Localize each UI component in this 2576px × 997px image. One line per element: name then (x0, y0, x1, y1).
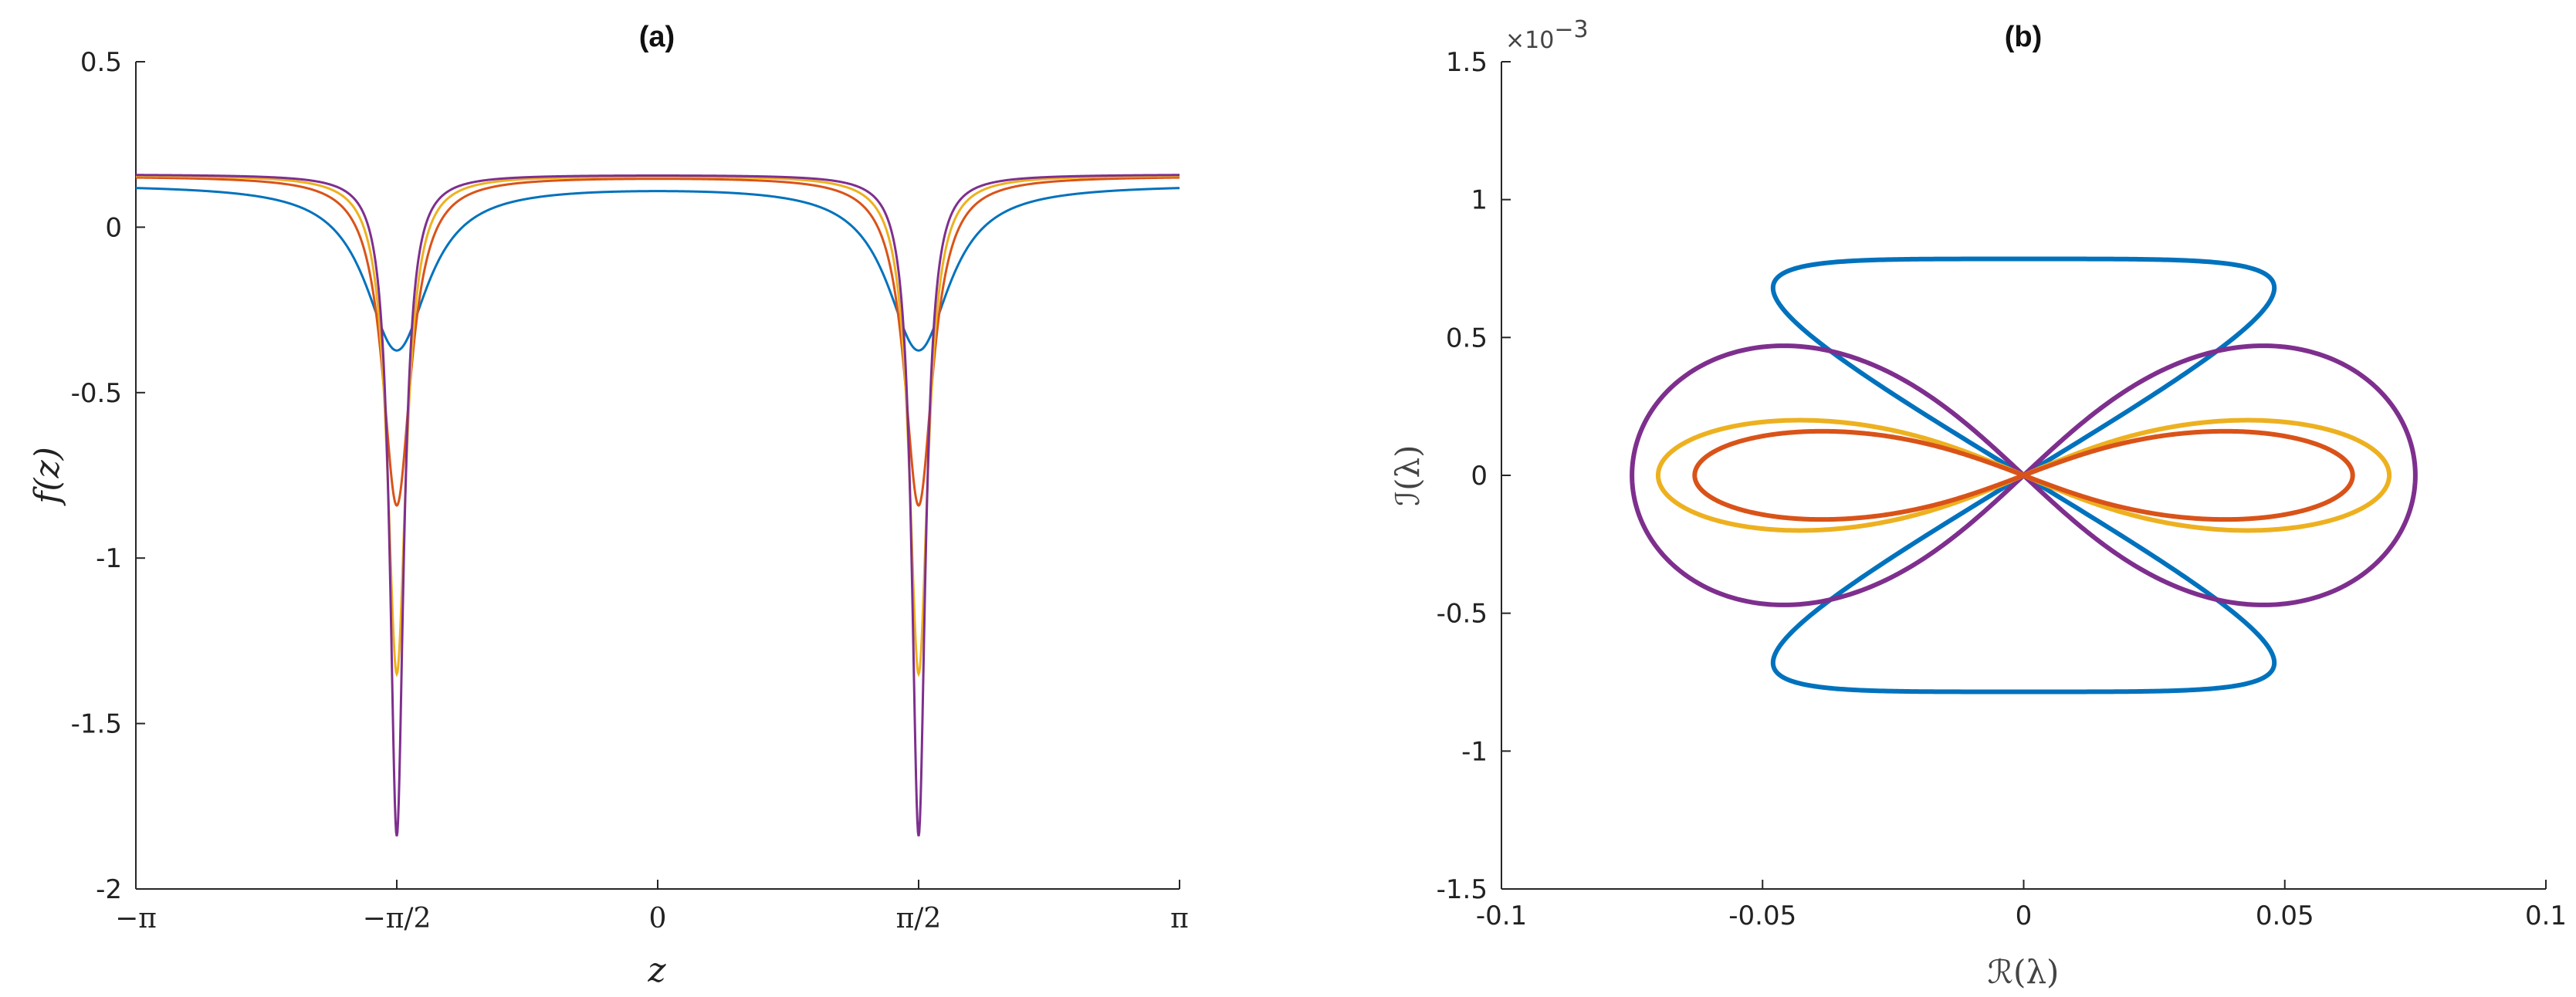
panel-b-y-tick-label: -1 (1461, 736, 1488, 767)
panel-a-x-tick-label: 0 (649, 903, 667, 934)
panel-a-line-series-2 (135, 176, 1180, 507)
panel-a: (a) −π −π/2 0 π/2 π 0.5 0 -0.5 -1 -1.5 -2 z f(z) (28, 21, 1189, 990)
panel-b-series (1630, 256, 2418, 695)
panel-a-y-tick-label: -1 (96, 543, 122, 574)
panel-a-title: (a) (639, 21, 675, 53)
panel-a-x-ticks: −π −π/2 0 π/2 π (115, 880, 1189, 934)
panel-a-y-tick-label: -1.5 (71, 709, 122, 740)
panel-a-x-tick-label: π (1170, 903, 1189, 934)
panel-a-y-tick-label: -2 (96, 874, 122, 905)
panel-b-y-exponent-power: −3 (1554, 16, 1588, 43)
panel-b-x-tick-label: 0.1 (2525, 901, 2567, 931)
panel-b-y-ticks: 1.5 1 0.5 0 -0.5 -1 -1.5 (1437, 47, 1511, 905)
panel-b-curve-figure-eight-purple (1630, 343, 2418, 607)
panel-b-x-tick-label: 0 (2016, 901, 2033, 931)
panel-a-line-series-4 (136, 174, 1180, 836)
panel-a-series (135, 174, 1180, 836)
panel-a-y-tick-label: 0.5 (80, 47, 122, 78)
panel-a-line-series-1 (135, 187, 1180, 352)
panel-b-y-exponent-base: ×10 (1505, 27, 1554, 54)
panel-a-line-series-3 (135, 174, 1180, 678)
panel-b-y-exponent: ×10−3 (1505, 16, 1589, 54)
panel-a-y-ticks: 0.5 0 -0.5 -1 -1.5 -2 (71, 47, 145, 905)
panel-a-y-label: f(z) (28, 447, 67, 506)
panel-b-x-tick-label: 0.05 (2256, 901, 2314, 931)
panel-a-y-tick-label: 0 (105, 212, 122, 243)
panel-b-x-ticks: -0.1 -0.05 0 0.05 0.1 (1476, 880, 2567, 931)
panel-b-x-tick-label: -0.05 (1728, 901, 1796, 931)
panel-b-y-tick-label: 1.5 (1446, 47, 1488, 78)
panel-b-curve-figure-eight-orange (1692, 428, 2355, 522)
panel-a-y-tick-label: -0.5 (71, 378, 122, 409)
panel-a-x-tick-label: π/2 (896, 903, 942, 934)
panel-a-x-tick-label: −π/2 (363, 903, 432, 934)
panel-b-y-tick-label: 0.5 (1446, 323, 1488, 353)
panel-b-y-tick-label: -1.5 (1437, 874, 1488, 905)
panel-b: (b) -0.1 -0.05 0 0.05 0.1 1.5 1 0.5 0 -0.5 -1 -1.5… (1389, 16, 2567, 991)
panel-b-curve-figure-eight-yellow (1655, 417, 2392, 533)
panel-a-x-tick-label: −π (115, 903, 157, 934)
panel-b-y-tick-label: 0 (1471, 461, 1488, 492)
panel-b-x-label: ℛ(λ) (1988, 953, 2060, 991)
panel-b-x-tick-label: -0.1 (1476, 901, 1527, 931)
panel-a-x-label: z (647, 951, 666, 990)
panel-b-y-tick-label: -0.5 (1437, 599, 1488, 630)
panel-b-title: (b) (2005, 21, 2043, 53)
panel-b-y-tick-label: 1 (1471, 185, 1488, 216)
panel-b-y-label: ℐ(λ) (1389, 444, 1427, 505)
